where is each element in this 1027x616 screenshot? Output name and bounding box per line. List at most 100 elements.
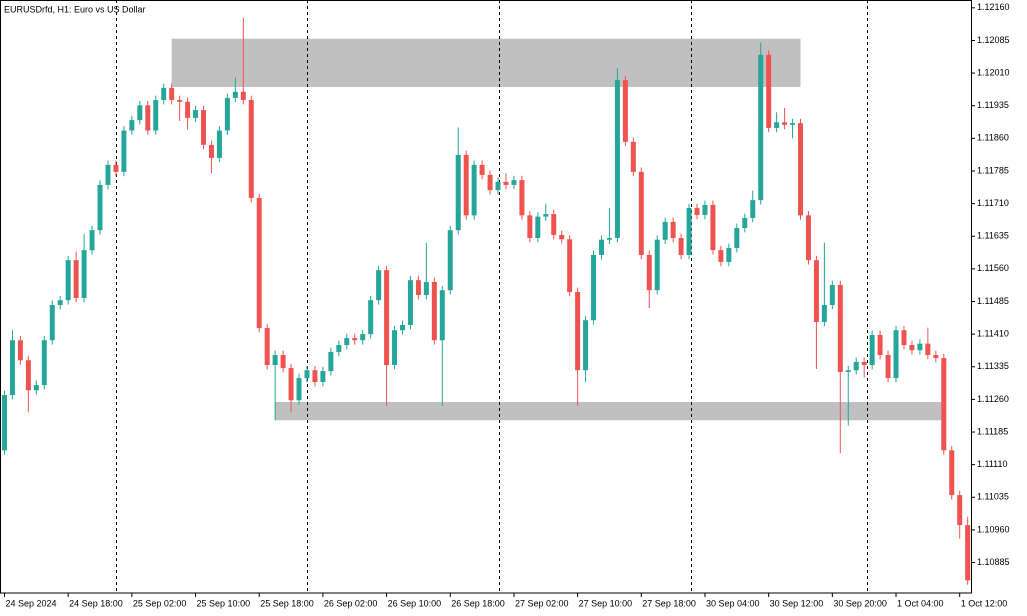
y-tick-label: 1.10885 [977,557,1010,567]
candle-body [885,355,891,379]
candle-body [232,91,238,98]
y-tick-label: 1.11635 [977,231,1009,241]
candle-body [551,214,557,235]
candle-body [630,141,636,172]
x-tick-label: 30 Sep 12:00 [770,598,824,608]
candle-body [439,290,445,341]
x-tick-label: 24 Sep 2024 [6,598,57,608]
candle-body [925,343,931,356]
candle-body [224,97,230,131]
candle-body [750,200,756,218]
candle-body [702,204,708,215]
x-tick-label: 1 Oct 04:00 [897,598,944,608]
candle-body [479,164,485,175]
x-tick-label: 27 Sep 10:00 [579,598,633,608]
y-tick-label: 1.11485 [977,296,1009,306]
candle-body [813,260,819,322]
candle-body [352,338,358,341]
candle-body [718,250,724,262]
candle-body [734,227,740,248]
candle-body [360,334,366,341]
x-tick-label: 25 Sep 02:00 [133,598,187,608]
x-tick-label: 24 Sep 18:00 [69,598,123,608]
candle-body [845,370,851,372]
candle-body [614,80,620,238]
candle-body [893,330,899,379]
y-tick-label: 1.11110 [977,459,1008,469]
candle-body [33,385,39,391]
candle-body [686,207,692,255]
y-tick-label: 1.12160 [977,2,1010,12]
candle-body [328,351,334,372]
candle-body [861,361,867,366]
candle-body [49,304,55,341]
candle-body [670,221,676,238]
candle-body [575,291,581,371]
candle-body [965,525,971,581]
candle-body [694,207,700,215]
candle-body [185,101,191,118]
x-tick-label: 26 Sep 18:00 [451,598,505,608]
candle-body [790,123,796,125]
zone [171,38,801,88]
candle-body [567,239,573,292]
candle-body [17,340,23,361]
x-tick-label: 27 Sep 18:00 [642,598,696,608]
candle-body [376,270,382,301]
candle-body [591,254,597,321]
candle-body [559,234,565,240]
candle-body [471,164,477,216]
y-tick-label: 1.11185 [977,426,1008,436]
candle-body [511,180,517,185]
candle-body [423,281,429,295]
candle-body [296,378,302,401]
x-tick-label: 26 Sep 02:00 [324,598,378,608]
candle-body [336,345,342,352]
candle-body [320,371,326,382]
candle-body [495,181,501,191]
candle-body [272,355,278,366]
candle-body [240,91,246,101]
candle-body [415,280,421,295]
candle-body [599,239,604,255]
y-tick-label: 1.10960 [977,524,1010,534]
candle-body [527,215,533,238]
candle-body [105,164,111,185]
candle-body [344,338,350,346]
candle-body [400,324,405,331]
candle-body [622,80,628,142]
candle-body [805,215,811,261]
candle-body [487,174,493,191]
candle-body [65,260,71,301]
x-tick-label: 25 Sep 10:00 [197,598,251,608]
candle-body [137,105,143,121]
candle-body [57,300,63,305]
y-tick-label: 1.12010 [977,67,1010,77]
candle-body [248,100,254,198]
candle-body [758,54,764,201]
candle-body [766,54,772,128]
candle-body [853,361,859,371]
candle-body [169,87,175,101]
candle-body [121,130,127,172]
candle-body [455,154,461,231]
candle-body [407,280,413,325]
candle-body [280,355,286,369]
candle-body [901,330,907,346]
candle-body [782,122,788,125]
y-tick-label: 1.11710 [977,198,1009,208]
candle-body [957,495,963,526]
x-tick-label: 30 Sep 20:00 [833,598,887,608]
candle-body [201,110,206,145]
y-tick-label: 1.11785 [977,165,1009,175]
candle-body [837,284,843,372]
y-tick-label: 1.11260 [977,394,1009,404]
candle-body [909,345,915,351]
y-tick-label: 1.12085 [977,35,1010,45]
candle-body [145,105,151,131]
candle-body [583,320,589,371]
candle-body [829,284,835,305]
candle-body [535,216,541,238]
candle-body [431,281,437,341]
